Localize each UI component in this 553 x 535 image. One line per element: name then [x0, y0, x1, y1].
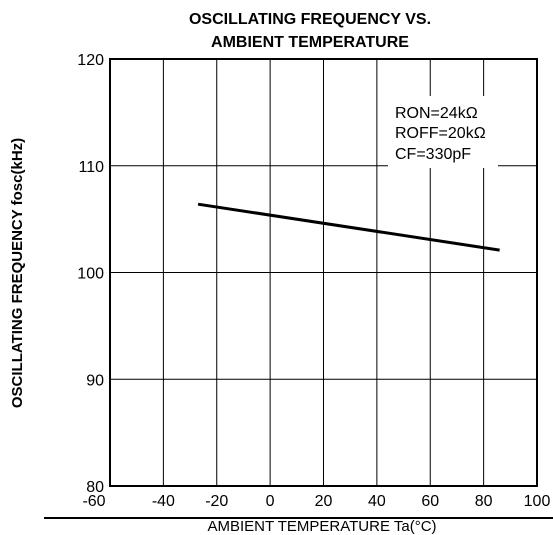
series-line	[197, 202, 500, 252]
annotation-background	[388, 96, 498, 168]
series	[197, 202, 500, 252]
y-tick-label: 110	[78, 159, 104, 176]
y-tick-label: 100	[77, 266, 104, 283]
plot-frame	[109, 58, 538, 487]
annotation-ron: RON=24kΩ	[395, 105, 478, 122]
y-tick-label: 80	[86, 479, 104, 496]
chart-title-line-2: AMBIENT TEMPERATURE	[211, 34, 409, 51]
y-tick-label: 90	[86, 372, 104, 389]
x-tick-label: -20	[205, 493, 228, 510]
x-tick-label: 60	[421, 493, 439, 510]
x-tick-label: 100	[524, 493, 551, 510]
x-tick-label: 20	[315, 493, 333, 510]
annotation-roff: ROFF=20kΩ	[395, 125, 486, 142]
chart-title-line-1: OSCILLATING FREQUENCY VS.	[189, 11, 431, 28]
x-tick-label: 0	[266, 493, 275, 510]
y-tick-label: 120	[77, 52, 104, 69]
annotation-cf: CF=330pF	[395, 146, 471, 163]
x-tick-label: 80	[475, 493, 493, 510]
x-tick-labels: -60 -40 -20 0 20 40 60 80 100	[82, 493, 550, 510]
y-tick-labels: 80 90 100 110 120	[77, 52, 104, 496]
y-axis-label: OSCILLATING FREQUENCY fosc(kHz)	[9, 138, 26, 408]
x-tick-label: 40	[368, 493, 386, 510]
x-tick-label: -40	[152, 493, 175, 510]
x-tick-label: -60	[82, 493, 105, 510]
x-axis-label: AMBIENT TEMPERATURE Ta(°C)	[207, 518, 436, 535]
